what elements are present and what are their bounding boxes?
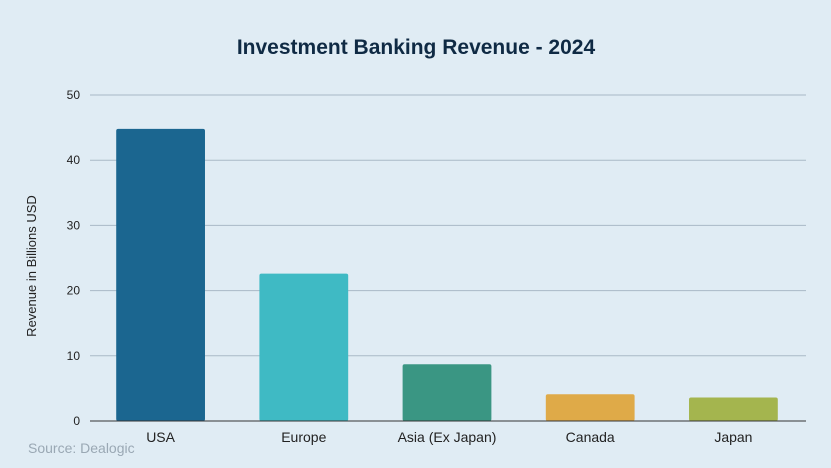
x-tick-label: Asia (Ex Japan) (398, 429, 497, 445)
y-tick-label: 10 (67, 349, 81, 363)
bars (116, 128, 778, 422)
bar-asia-ex-japan (402, 364, 492, 421)
gridlines (90, 94, 806, 357)
y-tick-label: 0 (73, 414, 80, 428)
y-tick-label: 30 (67, 218, 81, 232)
y-tick-label: 20 (67, 284, 81, 298)
y-tick-label: 40 (67, 153, 81, 167)
y-tick-label: 50 (67, 88, 81, 102)
bar-europe (259, 273, 349, 421)
x-axis-labels: USA Europe Asia (Ex Japan) Canada Japan (146, 429, 752, 445)
chart-title: Investment Banking Revenue - 2024 (237, 36, 596, 59)
x-tick-label: Canada (566, 429, 615, 445)
y-axis-label: Revenue in Billions USD (24, 195, 39, 337)
x-tick-label: Europe (281, 429, 326, 445)
bar-japan (689, 397, 778, 421)
bar-usa (116, 128, 205, 422)
bar-canada (545, 394, 635, 421)
source-note: Source: Dealogic (28, 440, 135, 456)
y-axis-ticks: 0 10 20 30 40 50 (67, 88, 81, 428)
x-tick-label: USA (146, 429, 175, 445)
x-tick-label: Japan (714, 429, 752, 445)
